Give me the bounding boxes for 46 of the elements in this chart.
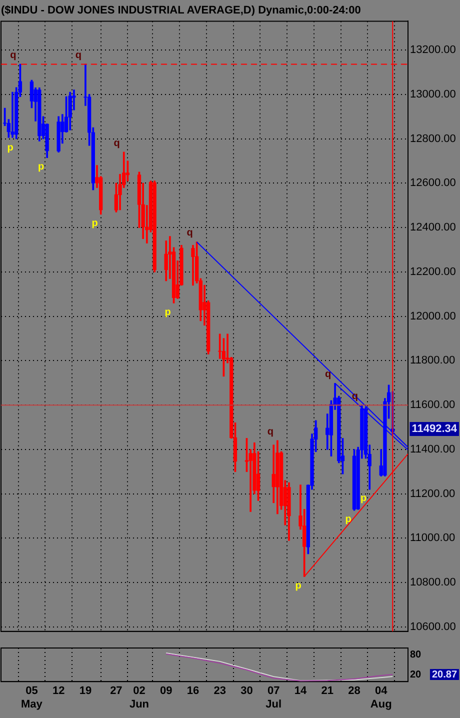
chart-title: ($INDU - DOW JONES INDUSTRIAL AVERAGE,D) Dynamic,0:00-24:00: [1, 4, 361, 17]
y-tick-label: 10800.00: [410, 576, 456, 589]
x-tick-label: 12: [52, 685, 65, 698]
y-tick-label: 12600.00: [410, 177, 456, 190]
x-tick-label: 05 May: [21, 685, 44, 710]
annotation: p: [7, 142, 14, 154]
y-tick-label: 20: [410, 670, 422, 681]
annotation: p: [295, 580, 302, 592]
y-tick-label: 11400.00: [410, 443, 456, 456]
text: 11492.34: [412, 422, 458, 435]
x-tick-label: 16: [186, 685, 200, 698]
y-tick-label: 10600.00: [410, 620, 456, 633]
annotation: q: [267, 426, 274, 438]
x-tick-label: 30: [240, 685, 253, 698]
text: 20.87: [432, 669, 458, 680]
y-tick-label: 11600.00: [410, 399, 456, 412]
x-tick-label: 04 Aug: [370, 685, 392, 710]
x-tick-label: 02 Jun: [129, 685, 150, 710]
y-tick-label: 13000.00: [410, 88, 456, 100]
y-tick-label: 13200.00: [410, 44, 456, 56]
x-tick-label: 19: [79, 685, 92, 698]
annotation: p: [92, 218, 98, 229]
x-tick-label: 27: [110, 685, 122, 698]
annotation: q: [10, 50, 16, 61]
annotation: p: [360, 493, 367, 504]
x-tick-label: 21: [321, 685, 334, 698]
y-tick-label: 12400.00: [410, 222, 456, 234]
y-tick-label: 11000.00: [410, 532, 456, 544]
y-tick-label: 12800.00: [410, 132, 456, 145]
y-tick-label: 80: [410, 649, 422, 660]
annotation: q: [114, 138, 120, 149]
y-tick-label: 12000.00: [410, 310, 456, 322]
annotation: q: [324, 369, 332, 380]
x-tick-label: 09: [160, 685, 172, 698]
y-tick-label: 11800.00: [410, 354, 456, 367]
x-tick-label: 14: [294, 685, 308, 698]
x-tick-label: 23: [214, 685, 226, 698]
x-tick-label: 07 Jul: [266, 685, 282, 710]
y-tick-label: 11200.00: [410, 488, 456, 500]
annotation: q: [75, 50, 82, 61]
annotation: p: [38, 161, 44, 172]
annotation: p: [345, 514, 352, 526]
annotation: q: [186, 228, 193, 239]
x-tick-label: 28: [348, 685, 360, 698]
annotation: p: [164, 306, 171, 318]
y-tick-label: 12200.00: [410, 266, 456, 278]
